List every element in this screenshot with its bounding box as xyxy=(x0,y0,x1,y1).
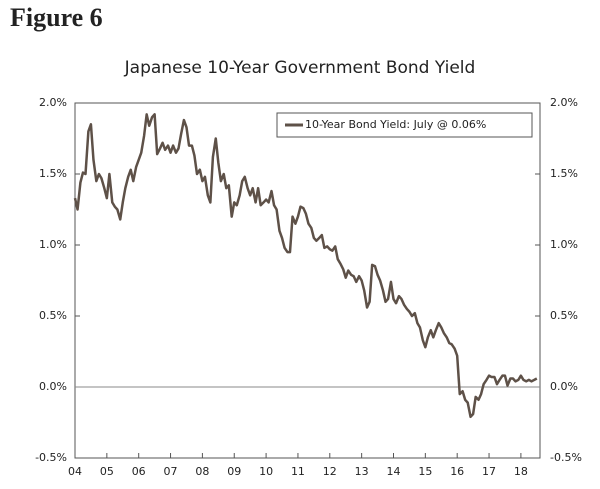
x-tick-label: 12 xyxy=(323,465,337,478)
y2-tick-label: 1.5% xyxy=(550,167,578,180)
x-tick-label: 05 xyxy=(100,465,114,478)
y-tick-label: -0.5% xyxy=(35,451,67,464)
x-tick-label: 06 xyxy=(132,465,146,478)
y-tick-label: 1.5% xyxy=(39,167,67,180)
x-tick-label: 08 xyxy=(195,465,209,478)
plot-frame xyxy=(74,102,541,459)
x-tick-label: 07 xyxy=(164,465,178,478)
x-tick-label: 17 xyxy=(482,465,496,478)
figure-label: Figure 6 xyxy=(10,3,103,32)
x-tick-label: 11 xyxy=(291,465,305,478)
x-tick-label: 15 xyxy=(418,465,432,478)
legend-box xyxy=(276,112,533,138)
x-tick-label: 04 xyxy=(68,465,82,478)
y-tick-label: 0.0% xyxy=(39,380,67,393)
x-tick-label: 09 xyxy=(227,465,241,478)
y2-tick-label: 1.0% xyxy=(550,238,578,251)
y2-tick-label: 2.0% xyxy=(550,96,578,109)
x-tick-label: 18 xyxy=(514,465,528,478)
y2-tick-label: -0.5% xyxy=(550,451,582,464)
y2-tick-label: 0.0% xyxy=(550,380,578,393)
legend-label: 10-Year Bond Yield: July @ 0.06% xyxy=(305,118,486,131)
data-line xyxy=(73,113,538,419)
x-tick-label: 10 xyxy=(259,465,273,478)
y2-tick-label: 0.5% xyxy=(550,309,578,322)
y-tick-label: 0.5% xyxy=(39,309,67,322)
y-tick-label: 1.0% xyxy=(39,238,67,251)
x-tick-label: 13 xyxy=(355,465,369,478)
chart-title: Japanese 10-Year Government Bond Yield xyxy=(124,58,476,78)
y-tick-label: 2.0% xyxy=(39,96,67,109)
x-tick-label: 16 xyxy=(450,465,464,478)
x-tick-label: 14 xyxy=(386,465,400,478)
